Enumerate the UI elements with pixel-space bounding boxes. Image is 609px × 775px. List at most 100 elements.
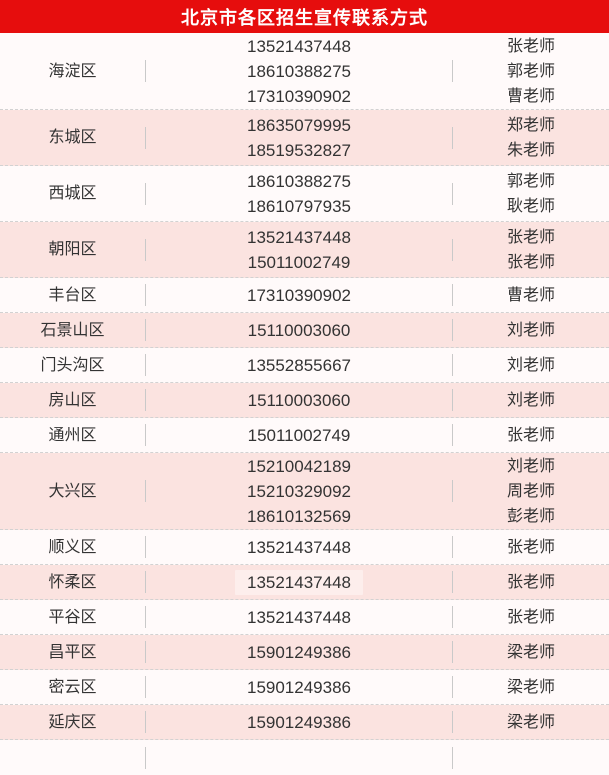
column-divider: [452, 126, 453, 149]
table-body: 海淀区 13521437448 18610388275 17310390902 张老师郭…: [0, 33, 609, 775]
table-row: 海淀区 13521437448 18610388275 17310390902 张老师郭…: [0, 33, 609, 110]
column-divider: [452, 536, 453, 558]
phone-cell: [146, 740, 452, 775]
district-name: 东城区: [48, 129, 97, 146]
phone-number: 13521437448: [246, 537, 351, 557]
teacher-cell: 张老师 郭老师 曹老师: [453, 33, 609, 109]
phone-cell: 18610388275 18610797935: [146, 166, 452, 221]
phone-cell: 15110003060: [146, 313, 452, 347]
district-name: 门头沟区: [40, 356, 105, 374]
table-row: 房山区 15110003060 刘老师: [0, 383, 609, 418]
district-name: 房山区: [48, 391, 97, 409]
column-divider: [145, 746, 146, 769]
teacher-name: 梁老师: [506, 678, 555, 696]
table-row: 西城区 18610388275 18610797935 郭老师 耿老师: [0, 166, 609, 222]
table-row: 通州区 15011002749 张老师: [0, 418, 609, 453]
teacher-name: 郑老师: [506, 116, 555, 134]
phone-number: 13521437448: [246, 607, 351, 627]
column-divider: [452, 641, 453, 663]
teacher-cell: 梁老师: [453, 635, 609, 669]
teacher-name: 朱老师: [506, 141, 555, 159]
table-row: 大兴区 15210042189 15210329092 18610132569 刘老师周…: [0, 453, 609, 530]
district-name: 延庆区: [48, 713, 97, 731]
district-name: 平谷区: [48, 608, 97, 626]
district-cell: 密云区: [0, 670, 145, 704]
phone-number: 18610388275: [246, 61, 351, 81]
phone-number: 15011002749: [247, 252, 351, 272]
column-divider: [145, 606, 146, 628]
column-divider: [452, 571, 453, 593]
teacher-cell: 梁老师: [453, 670, 609, 704]
district-name: 大兴区: [48, 482, 97, 500]
district-name: 海淀区: [48, 62, 97, 80]
phone-number: 15110003060: [247, 390, 351, 410]
teacher-name: 张老师: [506, 253, 555, 271]
phone-number: 15110003060: [247, 320, 351, 340]
teacher-cell: 郭老师 耿老师: [453, 166, 609, 221]
phone-number: 18635079995: [246, 115, 351, 135]
teacher-cell: 刘老师 周老师 彭老师: [453, 453, 609, 529]
column-divider: [145, 424, 146, 446]
teacher-name: 刘老师: [506, 356, 555, 374]
teacher-name: 张老师: [506, 37, 555, 55]
phone-cell: 13552855667: [146, 348, 452, 382]
district-cell: 通州区: [0, 418, 145, 452]
column-divider: [452, 606, 453, 628]
column-divider: [145, 354, 146, 376]
teacher-cell: 张老师: [453, 418, 609, 452]
column-divider: [145, 60, 146, 82]
phone-cell: 13521437448 18610388275 17310390902: [146, 33, 452, 109]
phone-number: 15210329092: [246, 481, 351, 501]
district-cell: 延庆区: [0, 705, 145, 739]
column-divider: [145, 711, 146, 733]
phone-cell: 13521437448 15011002749: [146, 222, 452, 277]
phone-cell: 15901249386: [146, 670, 452, 704]
phone-number: 18610797935: [246, 196, 351, 216]
teacher-name: 梁老师: [506, 713, 555, 731]
teacher-name: 张老师: [506, 608, 555, 626]
phone-number: 17310390902: [246, 285, 351, 305]
teacher-name: 张老师: [506, 426, 555, 444]
teacher-name: 梁老师: [506, 643, 555, 661]
district-cell: 西城区: [0, 166, 145, 221]
teacher-cell: 刘老师: [453, 348, 609, 382]
teacher-name: 张老师: [506, 538, 555, 556]
column-divider: [452, 480, 453, 502]
teacher-name: 周老师: [506, 482, 555, 500]
column-divider: [145, 284, 146, 306]
column-divider: [452, 238, 453, 261]
column-divider: [452, 60, 453, 82]
table-row: 延庆区 15901249386 梁老师: [0, 705, 609, 740]
district-cell: [0, 740, 145, 775]
phone-cell: 15011002749: [146, 418, 452, 452]
column-divider: [145, 182, 146, 205]
district-name: 西城区: [48, 185, 97, 202]
phone-number: 13521437448: [246, 227, 351, 247]
phone-cell: 13521437448: [146, 565, 452, 599]
phone-number: 15210042189: [246, 456, 351, 476]
teacher-cell: 曹老师: [453, 278, 609, 312]
table-row: 昌平区 15901249386 梁老师: [0, 635, 609, 670]
column-divider: [145, 571, 146, 593]
district-cell: 怀柔区: [0, 565, 145, 599]
district-name: 怀柔区: [48, 573, 97, 591]
column-divider: [452, 746, 453, 769]
phone-number: 18519532827: [246, 140, 351, 160]
column-divider: [145, 238, 146, 261]
phone-cell: 13521437448: [146, 600, 452, 634]
district-name: 顺义区: [48, 538, 97, 556]
phone-number: 15901249386: [246, 642, 351, 662]
table-row: 朝阳区 13521437448 15011002749 张老师 张老师: [0, 222, 609, 278]
phone-number: 13521437448: [246, 36, 351, 56]
column-divider: [452, 319, 453, 341]
district-cell: 海淀区: [0, 33, 145, 109]
phone-number: 15901249386: [246, 677, 351, 697]
column-divider: [145, 126, 146, 149]
phone-number: 18610132569: [246, 506, 351, 526]
district-cell: 大兴区: [0, 453, 145, 529]
district-cell: 门头沟区: [0, 348, 145, 382]
teacher-name: 张老师: [506, 573, 555, 591]
teacher-name: 曹老师: [506, 286, 555, 304]
table-row: 石景山区 15110003060 刘老师: [0, 313, 609, 348]
